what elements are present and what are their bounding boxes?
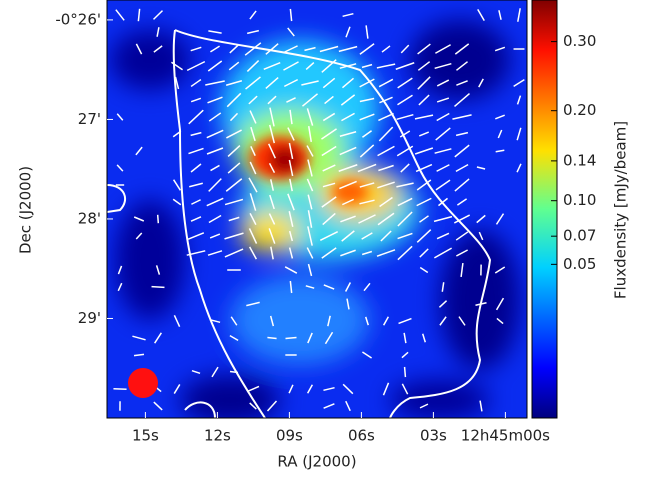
x-tick-label: 15s — [132, 427, 159, 445]
y-tick-label: 27' — [78, 110, 101, 128]
polarization-vector — [285, 337, 296, 338]
x-tick-label: 03s — [420, 427, 447, 445]
colorbar-tick-label: 0.30 — [563, 32, 596, 50]
polarization-vector — [405, 367, 406, 377]
polarization-vector — [158, 215, 159, 223]
colorbar-tick-label: 0.07 — [563, 227, 596, 245]
colorbar-label: Fluxdensity [mJy/beam] — [612, 121, 630, 299]
x-axis-label: RA (J2000) — [277, 453, 356, 471]
polarization-vector — [113, 389, 126, 390]
colorbar — [532, 0, 557, 418]
y-tick-label: 29' — [78, 309, 101, 327]
y-tick-label: -0°26' — [55, 10, 101, 28]
polarization-vector — [152, 287, 165, 288]
beam — [128, 368, 158, 398]
x-tick-label: 12s — [204, 427, 231, 445]
colorbar-tick-label: 0.20 — [563, 101, 596, 119]
polarization-vector — [230, 371, 238, 372]
y-axis-label: Dec (J2000) — [17, 166, 35, 254]
x-tick-label: 09s — [276, 427, 303, 445]
flux-image — [107, 0, 527, 425]
y-tick-label: 28' — [78, 209, 101, 227]
colorbar-tick-label: 0.05 — [563, 255, 596, 273]
colorbar-tick-label: 0.14 — [563, 151, 596, 169]
colorbar-tick-label: 0.10 — [563, 191, 596, 209]
polarization-vector — [267, 338, 276, 339]
x-tick-label: 06s — [348, 427, 375, 445]
x-tick-label: 12h45m00s — [461, 427, 550, 445]
